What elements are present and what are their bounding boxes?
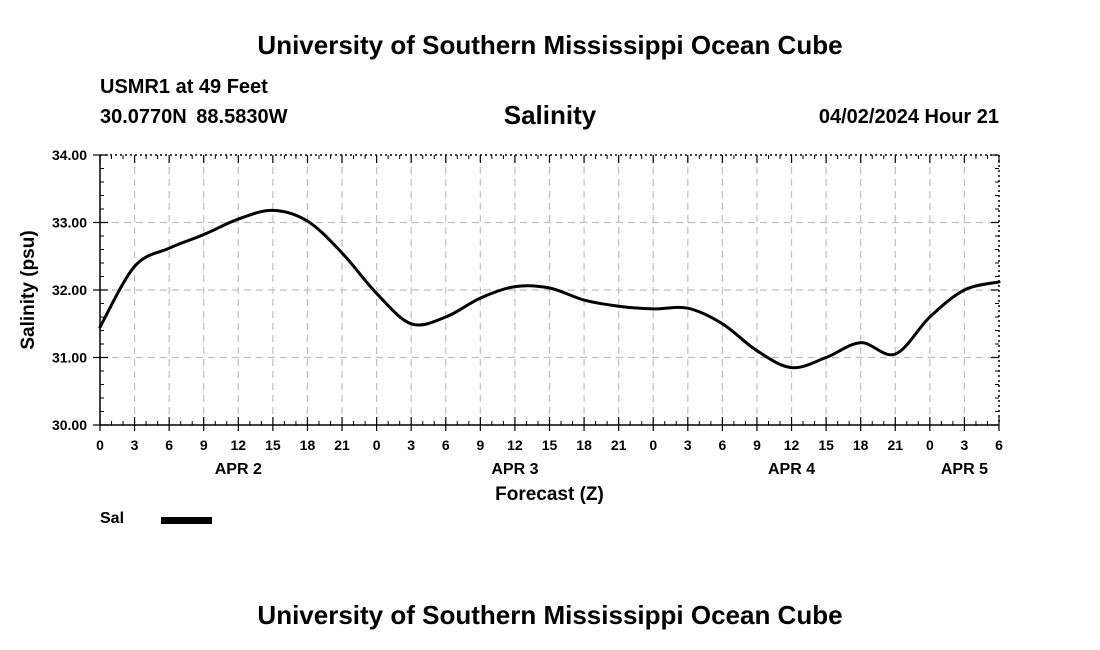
- x-tick-label: 15: [265, 437, 281, 453]
- x-tick-label: 21: [334, 437, 350, 453]
- day-label: APR 5: [941, 461, 988, 478]
- x-tick-label: 15: [818, 437, 834, 453]
- x-tick-label: 3: [961, 437, 969, 453]
- x-tick-label: 6: [718, 437, 726, 453]
- label-layer: 0 3 6 9 12 15 18 21 0 3 6 9 12 15 18 21 0 3 6 9 12 15 18 21 0 3 6 3…: [18, 147, 1003, 505]
- station-coordinates: 30.0770N 88.5830W: [100, 106, 288, 128]
- x-tick-label: 3: [407, 437, 415, 453]
- x-tick-label: 12: [507, 437, 523, 453]
- y-tick-label: 31.00: [52, 350, 87, 366]
- x-tick-label: 3: [131, 437, 139, 453]
- x-tick-label: 0: [926, 437, 934, 453]
- page-title-top: University of Southern Mississippi Ocean…: [257, 30, 843, 60]
- x-tick-label: 12: [231, 437, 247, 453]
- x-tick-label: 9: [200, 437, 208, 453]
- series-layer: [98, 208, 1001, 370]
- x-tick-label: 6: [995, 437, 1003, 453]
- salinity-series-line: [98, 208, 1001, 370]
- day-label: APR 4: [768, 461, 815, 478]
- day-label: APR 3: [491, 461, 538, 478]
- x-tick-label: 21: [611, 437, 627, 453]
- x-tick-label: 21: [887, 437, 903, 453]
- x-tick-label: 0: [96, 437, 104, 453]
- grid-layer: [100, 155, 999, 425]
- x-tick-label: 0: [373, 437, 381, 453]
- x-tick-label: 0: [649, 437, 657, 453]
- x-tick-label: 9: [476, 437, 484, 453]
- day-label: APR 2: [215, 461, 262, 478]
- x-tick-label: 18: [576, 437, 592, 453]
- x-tick-label: 18: [300, 437, 316, 453]
- x-tick-label: 12: [784, 437, 800, 453]
- x-axis-title: Forecast (Z): [495, 484, 604, 505]
- y-tick-label: 33.00: [52, 215, 87, 231]
- x-tick-label: 15: [542, 437, 558, 453]
- x-tick-label: 6: [165, 437, 173, 453]
- x-tick-label: 9: [753, 437, 761, 453]
- x-tick-label: 6: [442, 437, 450, 453]
- legend-label: Sal: [100, 510, 125, 527]
- y-tick-label: 30.00: [52, 417, 87, 433]
- forecast-datetime: 04/02/2024 Hour 21: [818, 106, 999, 128]
- y-axis-title: Salinity (psu): [18, 230, 39, 349]
- axis-layer: [93, 154, 1000, 431]
- x-tick-label: 3: [684, 437, 692, 453]
- y-tick-label: 32.00: [52, 282, 87, 298]
- page-title-bottom: University of Southern Mississippi Ocean…: [257, 600, 843, 630]
- chart-title: Salinity: [503, 100, 597, 130]
- station-label: USMR1 at 49 Feet: [100, 76, 268, 98]
- y-tick-label: 34.00: [52, 147, 87, 163]
- x-tick-label: 18: [853, 437, 869, 453]
- legend-line-swatch: [161, 517, 212, 524]
